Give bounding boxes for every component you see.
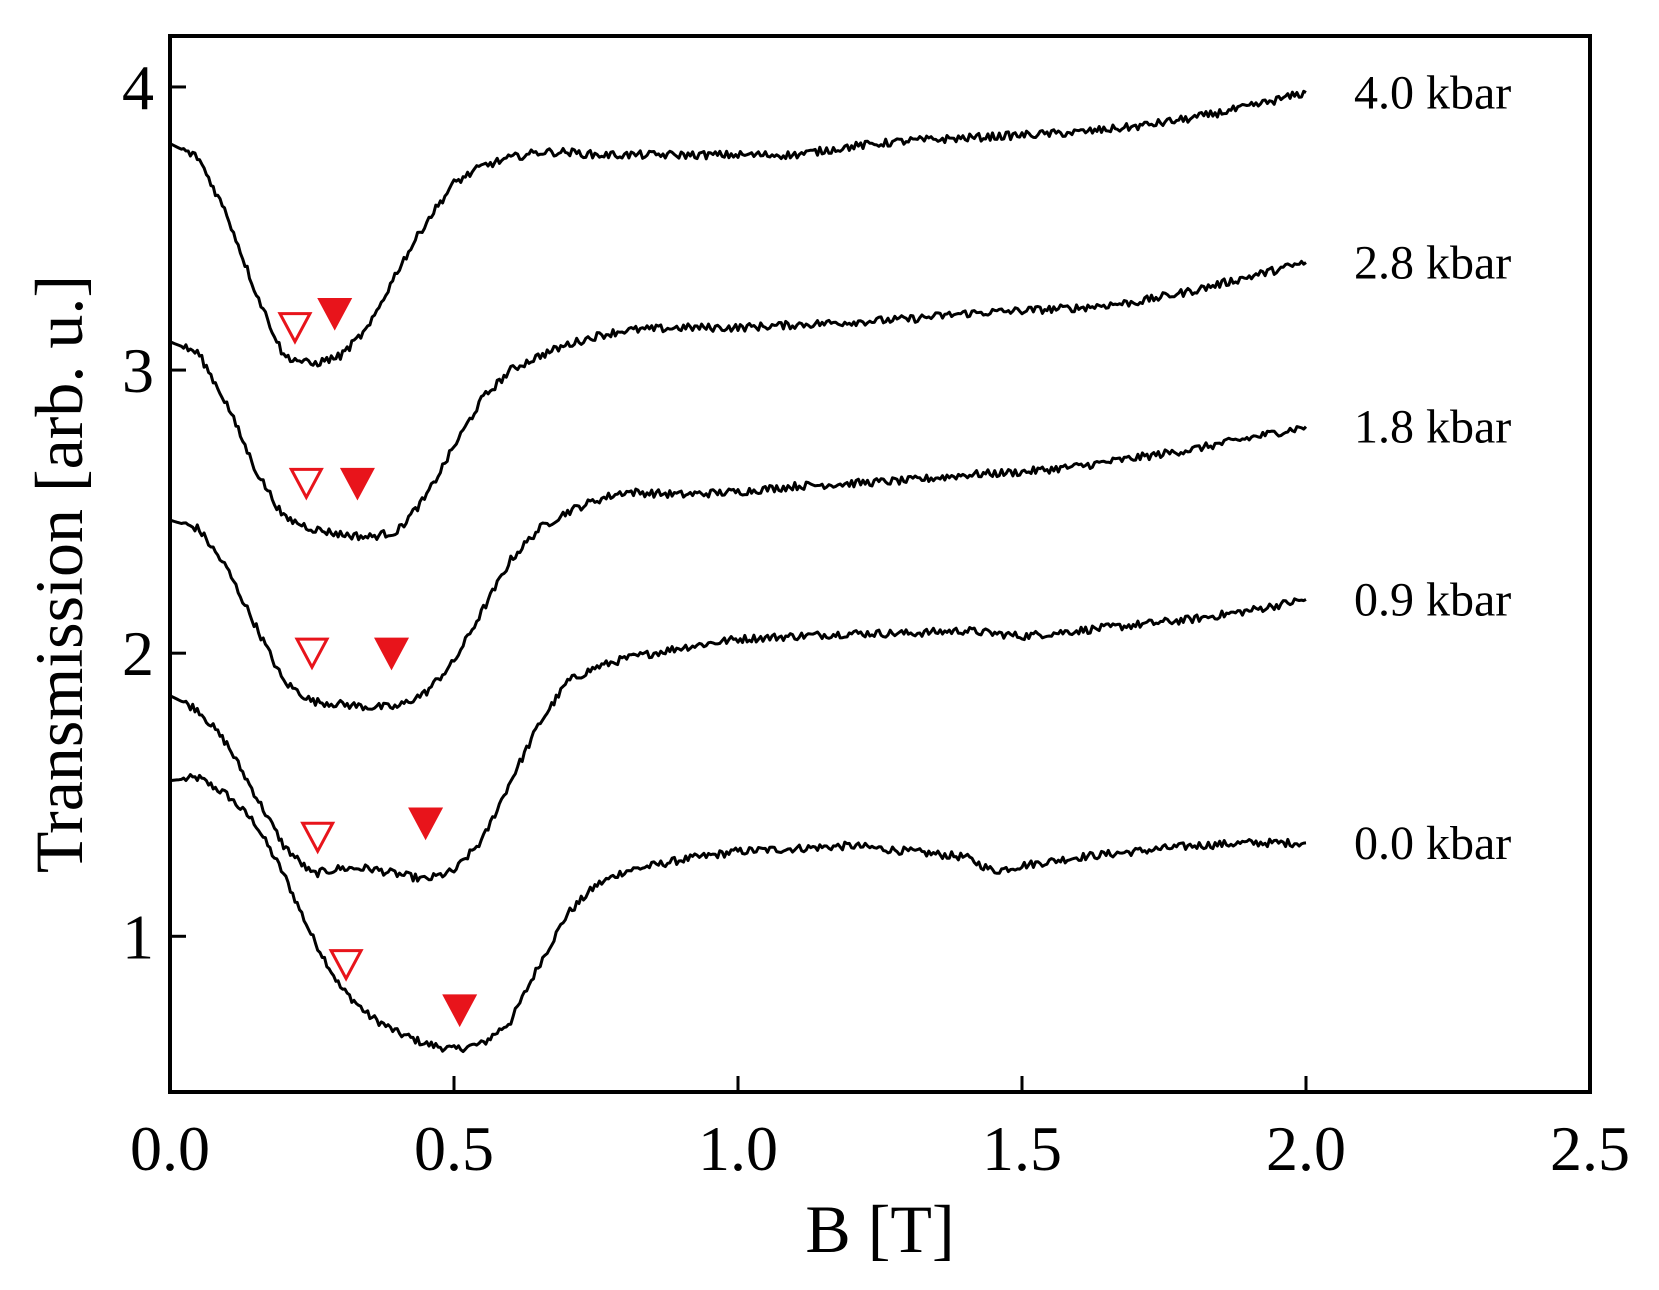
y-axis-label: Transmission [arb. u.] (21, 275, 97, 873)
open-triangle-marker (300, 821, 336, 855)
y-tick-label: 2 (122, 618, 154, 689)
series-label: 0.0 kbar (1354, 817, 1511, 870)
series-line (169, 597, 1307, 883)
y-axis: 1 2 3 4 (122, 52, 186, 972)
series-label: 0.9 kbar (1354, 573, 1511, 626)
x-tick-label: 2.0 (1266, 1113, 1346, 1184)
plot-frame (168, 34, 1592, 1094)
filled-triangle-marker (317, 297, 353, 331)
x-tick-label: 0.5 (414, 1113, 494, 1184)
x-tick-label: 2.5 (1550, 1113, 1630, 1184)
series-label: 4.0 kbar (1354, 67, 1511, 120)
plot-content (169, 89, 1308, 1054)
x-tick-label: 1.5 (982, 1113, 1062, 1184)
y-tick-label: 4 (122, 52, 154, 123)
open-triangle-marker (294, 637, 330, 671)
filled-triangle-marker (374, 637, 410, 671)
series-line (169, 773, 1307, 1054)
y-tick-label: 1 (122, 901, 154, 972)
series-line (169, 425, 1308, 712)
x-tick-label: 1.0 (698, 1113, 778, 1184)
open-triangle-marker (328, 949, 364, 982)
series-line (169, 259, 1307, 542)
x-axis: 0.0 0.5 1.0 1.5 2.0 2.5 (130, 1076, 1630, 1184)
filled-triangle-marker (339, 467, 375, 501)
filled-triangle-marker (442, 994, 478, 1028)
series-line (169, 89, 1307, 368)
series-label: 2.8 kbar (1354, 236, 1511, 289)
open-triangle-marker (277, 312, 313, 345)
filled-triangle-marker (408, 807, 444, 841)
x-axis-label: B [T] (805, 1191, 954, 1267)
series-labels: 0.0 kbar 0.9 kbar 1.8 kbar 2.8 kbar 4.0 kbar (1354, 67, 1511, 870)
x-tick-label: 0.0 (130, 1113, 210, 1184)
series-label: 1.8 kbar (1354, 401, 1511, 454)
open-triangle-marker (288, 467, 324, 501)
y-tick-label: 3 (122, 335, 154, 406)
